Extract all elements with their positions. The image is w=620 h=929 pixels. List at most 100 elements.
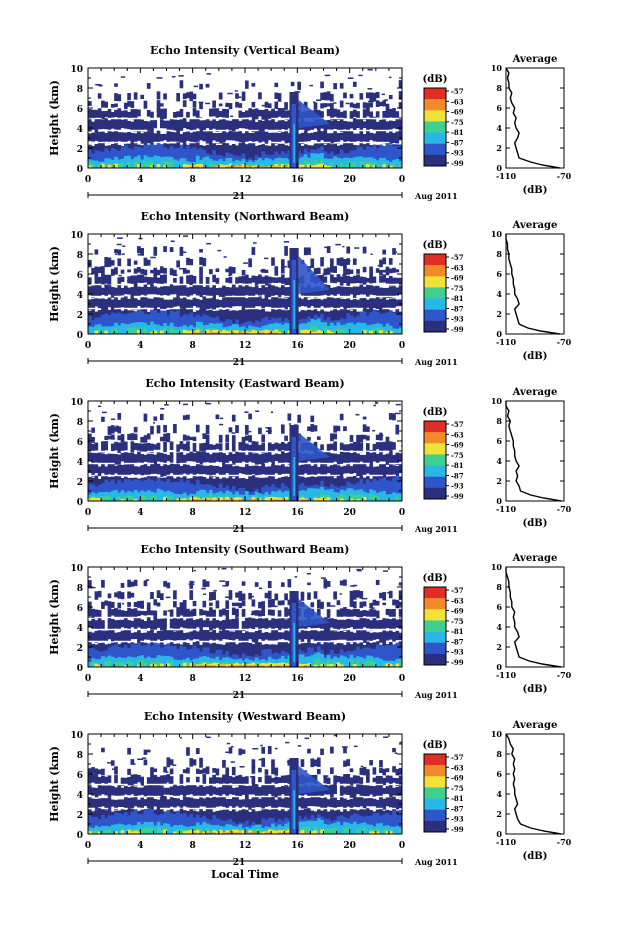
echo-cell-orange <box>235 166 239 168</box>
colorbar-tick-label: -69 <box>451 274 464 283</box>
echo-cell <box>388 784 393 798</box>
echo-cell <box>97 610 102 619</box>
echo-cell <box>336 274 341 283</box>
echo-cell <box>267 451 272 462</box>
echo-speckle <box>221 567 227 570</box>
gap-streak <box>264 783 272 786</box>
echo-cell-cyan <box>195 155 200 168</box>
echo-cell <box>264 769 269 775</box>
echo-cell-blue <box>156 643 161 667</box>
echo-cell-cyan <box>218 491 223 501</box>
echo-cell <box>97 276 102 284</box>
echo-cell-yellow <box>379 330 383 334</box>
echo-cell-yellow <box>166 663 171 667</box>
echo-cell-blue <box>264 648 269 667</box>
gap-streak <box>369 141 377 144</box>
echo-cell <box>143 799 148 807</box>
gap-streak <box>231 295 239 298</box>
echo-speckle <box>172 274 178 277</box>
echo-cell <box>127 452 131 464</box>
gap-streak <box>343 783 351 786</box>
y-tick-label: 10 <box>70 564 83 574</box>
echo-speckle <box>381 93 386 96</box>
echo-cell <box>346 286 351 297</box>
echo-cell-blue <box>379 313 383 334</box>
echo-cell-orange <box>215 166 220 168</box>
echo-cell-green <box>140 495 145 501</box>
echo-cell <box>104 785 109 796</box>
echo-cell <box>375 130 380 143</box>
echo-cell <box>137 600 141 608</box>
echo-cell <box>264 296 269 307</box>
echo-cell-blue <box>326 316 331 334</box>
echo-speckle <box>171 75 176 78</box>
echo-cell-blue <box>104 313 109 334</box>
gap-streak <box>316 628 324 631</box>
echo-cell <box>182 769 187 774</box>
echo-cell <box>372 92 377 102</box>
echo-cell-orange <box>300 499 305 501</box>
echo-cell-yellow <box>287 330 292 334</box>
echo-cell-green <box>287 660 292 667</box>
gap-streak <box>133 141 141 144</box>
echo-cell <box>140 268 145 274</box>
echo-speckle <box>313 101 316 103</box>
echo-cell <box>251 797 256 810</box>
echo-cell-cyan <box>330 322 334 334</box>
echo-cell <box>205 581 210 587</box>
echo-cell <box>267 797 272 807</box>
gap-streak <box>277 129 285 132</box>
echo-cell <box>169 796 174 807</box>
echo-cell-blue <box>192 645 197 667</box>
echo-cell <box>91 632 95 641</box>
echo-cell-orange <box>202 499 207 501</box>
echo-cell <box>107 435 112 440</box>
echo-cell-cyan <box>94 160 99 168</box>
echo-cell-cyan <box>336 157 341 168</box>
gap-streak <box>251 795 259 798</box>
gap-streak <box>225 450 233 453</box>
echo-cell-yellow <box>320 663 324 667</box>
echo-cell <box>215 465 220 474</box>
gap-streak <box>258 795 266 798</box>
gap-streak <box>395 783 402 786</box>
echo-cell <box>375 434 380 441</box>
echo-cell <box>133 786 138 796</box>
echo-cell <box>228 266 233 276</box>
echo-speckle <box>219 417 224 420</box>
echo-speckle <box>213 589 217 592</box>
echo-cell <box>130 786 135 795</box>
echo-cell <box>228 641 233 667</box>
echo-cell <box>156 590 161 598</box>
echo-speckle <box>350 585 355 587</box>
echo-cell <box>117 426 122 434</box>
echo-cell <box>163 629 167 641</box>
echo-cell <box>303 798 308 809</box>
echo-cell-yellow <box>195 497 200 501</box>
gap-streak <box>356 450 364 453</box>
echo-cell <box>107 607 112 618</box>
echo-cell <box>192 442 197 452</box>
echo-cell <box>339 797 344 807</box>
echo-cell <box>97 452 102 464</box>
echo-cell <box>182 796 187 807</box>
echo-cell-blue <box>110 645 115 667</box>
echo-cell-blue <box>94 816 99 834</box>
colorbar-tick-label: -57 <box>451 253 464 262</box>
echo-cell <box>339 132 344 141</box>
echo-cell <box>199 617 203 631</box>
echo-cell-blue <box>375 644 380 667</box>
gap-streak <box>382 307 390 310</box>
gap-streak <box>323 141 331 144</box>
echo-cell-blue <box>186 816 190 834</box>
echo-cell-blue <box>186 145 190 168</box>
echo-cell-cyan <box>202 157 207 168</box>
profile-line <box>505 567 562 668</box>
echo-cell-yellow <box>94 330 99 334</box>
gap-streak <box>316 807 324 810</box>
echo-cell-green <box>130 661 135 667</box>
echo-cell-blue <box>88 483 92 501</box>
echo-cell <box>339 785 344 796</box>
echo-cell-yellow <box>274 163 279 168</box>
echo-cell-green <box>392 163 396 168</box>
